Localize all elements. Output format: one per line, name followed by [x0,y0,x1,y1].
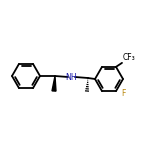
Text: NH: NH [66,73,77,81]
Text: CF₃: CF₃ [123,53,136,62]
Polygon shape [52,76,56,91]
Text: F: F [121,89,125,98]
